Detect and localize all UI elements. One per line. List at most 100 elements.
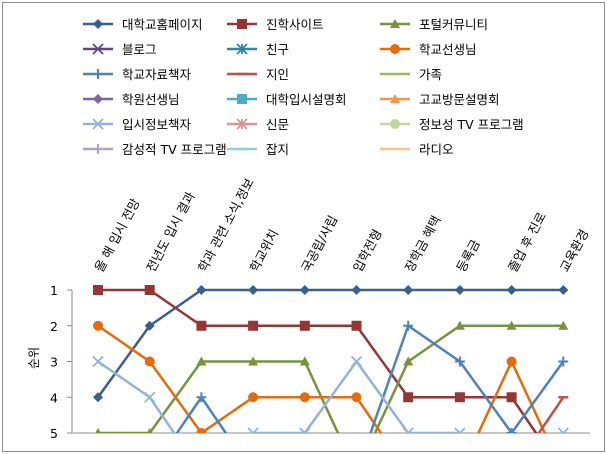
data-point — [196, 428, 207, 433]
data-point — [350, 355, 363, 368]
data-point — [557, 427, 569, 433]
series-segment — [148, 288, 203, 327]
legend-label: 대학입시설명회 — [266, 92, 347, 107]
series-segment — [251, 431, 255, 433]
legend-label: 정보성 TV 프로그램 — [419, 117, 524, 132]
series-layer — [92, 285, 569, 433]
data-point — [403, 285, 414, 295]
series-segment — [355, 396, 383, 433]
legend-marker — [93, 19, 103, 29]
data-point — [144, 320, 155, 331]
data-point — [93, 285, 103, 295]
data-point — [454, 392, 465, 403]
series-segment — [373, 360, 410, 433]
y-tick-label: 5 — [50, 426, 58, 441]
legend-item-학교자료책자: 학교자료책자 — [83, 67, 192, 82]
data-point — [196, 285, 207, 295]
series-segment — [510, 360, 547, 433]
legend-item-대학입시설명회: 대학입시설명회 — [227, 92, 347, 107]
legend-item-정보성-TV-프로그램: 정보성 TV 프로그램 — [380, 117, 524, 132]
y-tick-label: 2 — [50, 319, 58, 334]
legend-label: 학교자료책자 — [122, 67, 192, 82]
legend-label: 라디오 — [419, 142, 454, 157]
legend-label: 잡지 — [266, 142, 289, 157]
data-point — [248, 285, 259, 295]
data-point — [454, 427, 466, 433]
legend-item-감성적-TV-프로그램: 감성적 TV 프로그램 — [83, 142, 227, 157]
series-학교선생님 — [93, 320, 547, 433]
legend-label: 입시정보책자 — [122, 117, 192, 132]
data-point — [506, 392, 517, 403]
legend-item-진학사이트: 진학사이트 — [227, 17, 324, 32]
series-segment — [510, 396, 538, 433]
legend-marker — [92, 118, 104, 130]
data-point — [506, 428, 517, 433]
legend-item-가족: 가족 — [380, 67, 442, 82]
data-point — [144, 285, 155, 295]
series-대학교홈페이지 — [93, 285, 569, 403]
series-진학사이트 — [93, 285, 538, 433]
data-point — [247, 427, 259, 433]
legend-item-입시정보책자: 입시정보책자 — [83, 117, 192, 132]
legend-label: 신문 — [266, 117, 289, 132]
series-segment — [148, 360, 203, 433]
legend-item-학원선생님: 학원선생님 — [83, 92, 180, 107]
legend-item-고교방문설명회: 고교방문설명회 — [380, 92, 500, 107]
data-point — [248, 392, 259, 403]
legend-label: 포털커뮤니티 — [419, 17, 488, 32]
legend-marker — [93, 144, 103, 154]
data-point — [506, 356, 517, 367]
data-point — [506, 320, 517, 330]
axes: 1 2 3 4 5 — [50, 283, 590, 441]
legend-marker — [93, 94, 103, 104]
x-tick-label: 국공립/사립 — [298, 213, 340, 275]
legend-marker — [390, 119, 400, 129]
legend-label: 가족 — [419, 67, 442, 82]
data-point — [351, 285, 362, 295]
data-point — [454, 356, 465, 367]
data-point — [402, 427, 414, 433]
data-point — [92, 355, 104, 368]
legend-marker — [236, 118, 248, 130]
data-point — [299, 356, 310, 366]
series-segment — [96, 324, 151, 363]
series-segment — [303, 360, 340, 433]
legend-marker — [390, 44, 400, 54]
legend-item-대학교홈페이지: 대학교홈페이지 — [83, 17, 203, 32]
legend-label: 고교방문설명회 — [419, 92, 500, 107]
x-tick-label: 장학금 혜택 — [402, 213, 444, 274]
legend-label: 학원선생님 — [122, 92, 180, 107]
legend-marker — [390, 19, 400, 28]
legend-marker — [92, 43, 104, 55]
legend-item-학교선생님: 학교선생님 — [380, 42, 477, 57]
legend-marker — [237, 94, 247, 104]
data-point — [454, 320, 465, 330]
x-tick-label: 졸업 후 진로 — [505, 210, 549, 275]
series-segment — [200, 396, 255, 433]
series-segment — [477, 360, 513, 433]
series-segment — [458, 360, 513, 433]
series-segment — [355, 324, 410, 399]
series-segment — [355, 360, 410, 433]
data-point — [144, 391, 156, 403]
legend-item-신문: 신문 — [227, 117, 289, 132]
series-segment — [406, 324, 462, 363]
data-point — [558, 320, 569, 330]
y-axis-title: 순위 — [27, 347, 41, 369]
series-segment — [458, 431, 462, 433]
series-포털커뮤니티 — [95, 320, 569, 433]
legend-label: 진학사이트 — [266, 17, 324, 32]
legend-label: 친구 — [266, 42, 289, 57]
legend-item-포털커뮤니티: 포털커뮤니티 — [380, 17, 488, 32]
series-segment — [175, 396, 203, 433]
legend-marker — [237, 19, 247, 29]
data-point — [403, 392, 414, 403]
series-학교자료책자 — [175, 320, 569, 433]
x-tick-label: 교육환경 — [557, 227, 592, 275]
data-point — [558, 356, 569, 367]
data-point — [248, 356, 259, 366]
legend-marker — [93, 69, 103, 79]
legend-item-지인: 지인 — [227, 67, 289, 82]
